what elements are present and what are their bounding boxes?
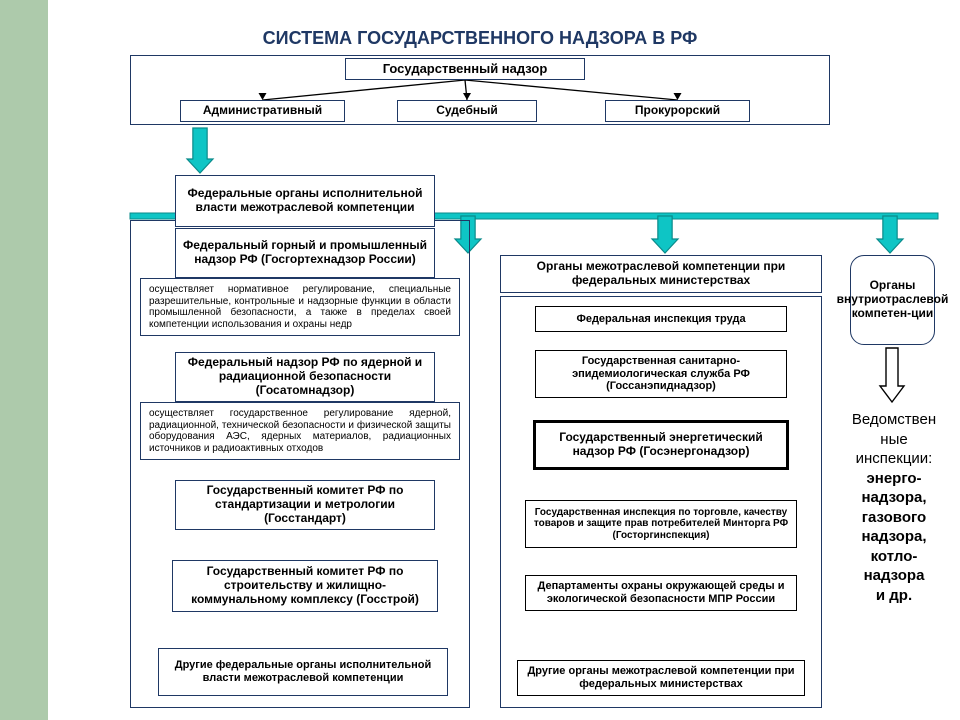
col2-item-5: Другие органы межотраслевой компетенции …	[517, 660, 805, 696]
col1-header: Федеральные органы исполнительной власти…	[175, 175, 435, 227]
col2-item-1: Государственная санитарно-эпидемиологиче…	[535, 350, 787, 398]
col2-item-0: Федеральная инспекция труда	[535, 306, 787, 332]
col3-header: Органы внутриотраслевой компетен-ции	[850, 255, 935, 345]
col1-item-0: Федеральный горный и промышленный надзор…	[175, 228, 435, 278]
top-kid-0: Административный	[180, 100, 345, 122]
col1-item-2: Федеральный надзор РФ по ядерной и радиа…	[175, 352, 435, 402]
col3-text: Ведомственныеинспекции:энерго-надзора,га…	[848, 410, 940, 605]
top-kid-2: Прокурорский	[605, 100, 750, 122]
col2-item-3: Государственная инспекция по торговле, к…	[525, 500, 797, 548]
col2-item-2: Государственный энергетический надзор РФ…	[533, 420, 789, 470]
col2-item-4: Департаменты охраны окружающей среды и э…	[525, 575, 797, 611]
col1-desc-1: осуществляет нормативное регулирование, …	[140, 278, 460, 336]
col1-item-5: Государственный комитет РФ по строительс…	[172, 560, 438, 612]
col1-item-6: Другие федеральные органы исполнительной…	[158, 648, 448, 696]
col2-header: Органы межотраслевой компетенции при фед…	[500, 255, 822, 293]
root-box: Государственный надзор	[345, 58, 585, 80]
col1-desc-3: осуществляет государственное регулирован…	[140, 402, 460, 460]
col1-item-4: Государственный комитет РФ по стандартиз…	[175, 480, 435, 530]
top-kid-1: Судебный	[397, 100, 537, 122]
